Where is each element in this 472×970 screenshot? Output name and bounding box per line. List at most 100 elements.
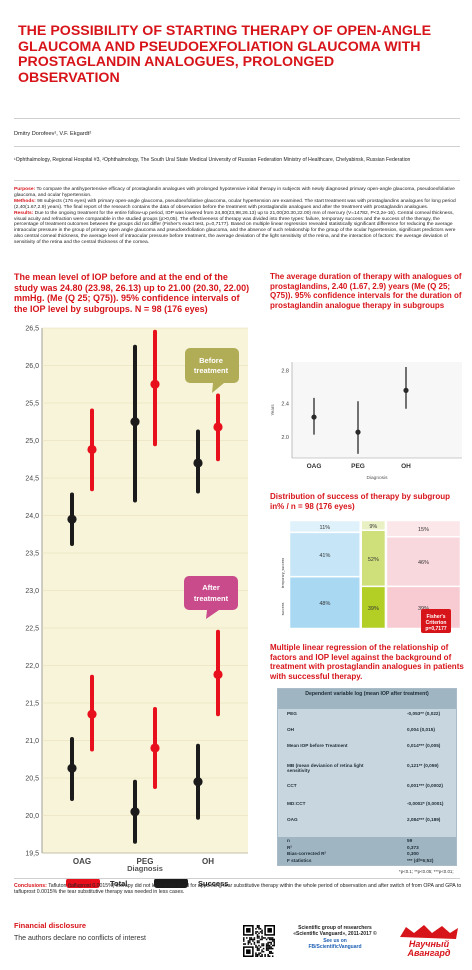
brand-line-2: «Scientific Vanguard», 2011-2017 © bbox=[293, 931, 377, 938]
y-tick-label: 26,5 bbox=[25, 326, 39, 333]
y-tick-label: 21,5 bbox=[25, 701, 39, 708]
table-row-label: OH bbox=[287, 727, 295, 732]
fisher-box: Fisher's Criterion p=0,7177 bbox=[421, 609, 451, 633]
fisher-label-line2: Criterion bbox=[426, 620, 447, 626]
callout-after-text: After bbox=[202, 583, 220, 592]
table-footer bbox=[278, 837, 456, 865]
table-row: OH 0,004 (0,015) bbox=[287, 727, 449, 743]
y-tick-label: 26,0 bbox=[25, 363, 39, 370]
x-tick-label: PEG bbox=[137, 857, 154, 866]
x-axis-label: Diagnosis bbox=[127, 864, 163, 873]
table-footer-row: R² 0,373 bbox=[287, 845, 449, 852]
y-tick-label: 2.4 bbox=[281, 402, 289, 408]
svg-text:Научный: Научный bbox=[409, 939, 450, 949]
fisher-label-line1: Fisher's bbox=[427, 614, 446, 620]
plot-background bbox=[292, 362, 462, 458]
table-row-value: 0,001*** (0,0002) bbox=[407, 783, 443, 788]
table-footer-value: 0,300 bbox=[407, 851, 419, 856]
x-tick-label: PEG bbox=[351, 463, 365, 470]
callout-after: After treatment bbox=[184, 576, 238, 619]
y-tick-label: 2.8 bbox=[281, 368, 289, 374]
conclusions-label: Conclusions: bbox=[14, 883, 47, 889]
y-tick-label: 20,5 bbox=[25, 776, 39, 783]
mosaic-cell bbox=[361, 586, 386, 629]
affiliations: ¹Ophthalmology, Regional Hospital #3, ²O… bbox=[14, 157, 411, 163]
table-row-value: -0,0002* (0,0001) bbox=[407, 801, 444, 806]
y-tick-label: 25,0 bbox=[25, 438, 39, 445]
y-tick-label: 22,0 bbox=[25, 663, 39, 670]
table-row: MB (mean devianion of retina light sensi… bbox=[287, 763, 449, 779]
mean-point bbox=[403, 387, 409, 393]
mean-point bbox=[213, 669, 223, 680]
table-row: Mean IOP before Treatment 0,014*** (0,005… bbox=[287, 743, 449, 759]
table-row: CCT 0,001*** (0,0002) bbox=[287, 783, 449, 799]
mean-point bbox=[130, 807, 140, 817]
legend-total-swatch bbox=[66, 878, 100, 888]
mosaic-row-label-success: success bbox=[281, 602, 285, 615]
mean-point bbox=[130, 417, 140, 427]
table-header: Dependent variable log (mean IOP after t… bbox=[278, 689, 456, 709]
regression-table: Dependent variable log (mean IOP after t… bbox=[277, 688, 457, 866]
table-row-label: OAG bbox=[287, 817, 298, 822]
mean-point bbox=[193, 777, 203, 787]
y-tick-label: 2.0 bbox=[281, 435, 289, 441]
divider bbox=[14, 118, 460, 119]
callout-before: Before treatment bbox=[185, 348, 239, 393]
divider bbox=[14, 146, 460, 147]
mosaic-cell-label: 15% bbox=[418, 527, 429, 533]
abstract: Purpose: To compare the antihypertensive… bbox=[14, 187, 462, 246]
y-tick-label: 22,5 bbox=[25, 626, 39, 633]
brand-line-3: See us on bbox=[323, 937, 347, 944]
x-axis-label: Diagnosis bbox=[366, 475, 388, 481]
table-footer-row: n 59 bbox=[287, 838, 449, 845]
y-axis-label: Years bbox=[270, 404, 275, 416]
duration-chart: Years 2.8 2.4 2.0 OAG PEG OH Diagnosis bbox=[270, 362, 462, 481]
brand-line-4[interactable]: FB/ScientificVanguard bbox=[308, 943, 362, 950]
mosaic-cell bbox=[361, 530, 386, 587]
mosaic-cell bbox=[289, 576, 360, 629]
scientific-vanguard-logo: Научный Авангард bbox=[400, 925, 458, 958]
financial-disclosure-title: Financial disclosure bbox=[14, 921, 87, 930]
mosaic-cell-label: 39% bbox=[368, 606, 379, 612]
y-tick-label: 23,5 bbox=[25, 551, 39, 558]
table-row-value: 0,004 (0,015) bbox=[407, 727, 435, 732]
y-tick-label: 20,0 bbox=[25, 813, 39, 820]
x-tick-label: OAG bbox=[73, 857, 91, 866]
divider bbox=[14, 180, 460, 181]
mosaic-cell bbox=[361, 520, 386, 530]
y-tick-label: 24,0 bbox=[25, 513, 39, 520]
duration-section-title: The average duration of therapy with ana… bbox=[270, 272, 462, 310]
table-row: PEG -0,053** (0,022) bbox=[287, 711, 449, 727]
table-footer-label: F statistics bbox=[287, 857, 312, 863]
methods-text: 98 subjects (176 eyes) with primary open… bbox=[14, 198, 456, 210]
table-footer-row: F statistics *** (df=6;52) bbox=[287, 858, 449, 865]
table-row-label: MB (mean devianion of retina light sensi… bbox=[287, 763, 364, 773]
footer-brand-text: Scientific group of researchers «Scienti… bbox=[281, 925, 389, 950]
methods-label: Methods: bbox=[14, 198, 36, 204]
mosaic-cell-label: 41% bbox=[319, 553, 330, 559]
distribution-mosaic-chart: temporary_success success 11% 41% 48% 9% 52%… bbox=[281, 520, 461, 633]
mosaic-cell bbox=[386, 536, 461, 587]
conclusions: Conclusions: Tafluton (tafluprost 0.0015… bbox=[14, 883, 462, 896]
financial-disclosure-text: The authors declare no conflicts of inte… bbox=[14, 935, 146, 942]
mosaic-cell-label: 46% bbox=[418, 560, 429, 566]
callout-before-text: Before bbox=[199, 356, 223, 365]
table-footer-label: Bias-corrected R² bbox=[287, 851, 327, 856]
mosaic-cell bbox=[289, 532, 360, 577]
y-tick-label: 24,5 bbox=[25, 476, 39, 483]
mean-point bbox=[311, 414, 317, 420]
fisher-label-line3: p=0,7177 bbox=[425, 626, 446, 632]
regression-section-title: Multiple linear regression of the relati… bbox=[270, 643, 464, 681]
conclusions-text: Tafluton (tafluprost 0.0015%) therapy di… bbox=[14, 883, 462, 896]
mosaic-cell-label: 39% bbox=[418, 606, 429, 612]
table-footer-row: Bias-corrected R² 0,300 bbox=[287, 851, 449, 858]
qr-code-icon[interactable] bbox=[243, 925, 275, 957]
distribution-section-title: Distribution of success of therapy by su… bbox=[270, 492, 451, 511]
table-row-value: 2,084*** (0,189) bbox=[407, 817, 441, 822]
y-tick-label: 19,5 bbox=[25, 851, 39, 858]
table-row-label: Mean IOP before Treatment bbox=[287, 743, 348, 748]
table-footer-label: R² bbox=[287, 844, 292, 850]
mean-point bbox=[67, 514, 77, 524]
y-tick-label: 21,0 bbox=[25, 738, 39, 745]
table-footer-value: *** (df=6;52) bbox=[407, 857, 434, 863]
